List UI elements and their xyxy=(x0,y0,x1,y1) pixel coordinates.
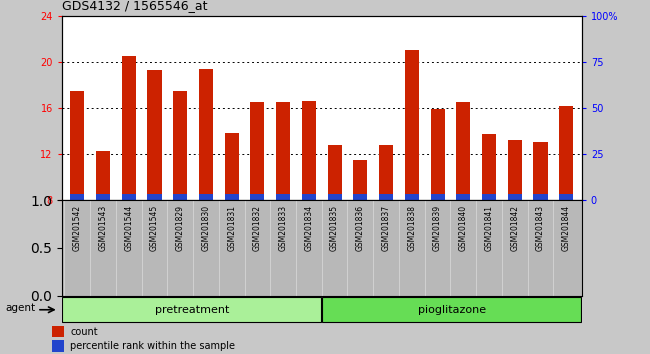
Text: count: count xyxy=(70,327,98,337)
Text: GSM201829: GSM201829 xyxy=(176,205,185,251)
Bar xyxy=(224,194,239,200)
Text: GSM201843: GSM201843 xyxy=(536,205,545,251)
Bar xyxy=(559,105,573,200)
Bar xyxy=(379,194,393,200)
Text: GSM201842: GSM201842 xyxy=(510,205,519,251)
Text: GSM201834: GSM201834 xyxy=(304,205,313,251)
Text: percentile rank within the sample: percentile rank within the sample xyxy=(70,341,235,351)
Text: GSM201543: GSM201543 xyxy=(98,205,107,251)
Text: GDS4132 / 1565546_at: GDS4132 / 1565546_at xyxy=(62,0,207,12)
Bar xyxy=(224,133,239,200)
Text: GSM201542: GSM201542 xyxy=(73,205,82,251)
Bar xyxy=(456,194,471,200)
Text: agent: agent xyxy=(5,303,35,313)
Text: GSM201838: GSM201838 xyxy=(408,205,417,251)
Bar xyxy=(96,194,110,200)
Text: pioglitazone: pioglitazone xyxy=(418,305,486,315)
Text: GSM201830: GSM201830 xyxy=(202,205,211,251)
Bar xyxy=(430,194,445,200)
Text: GSM201544: GSM201544 xyxy=(124,205,133,251)
Text: pretreatment: pretreatment xyxy=(155,305,229,315)
Bar xyxy=(482,194,496,200)
Bar xyxy=(508,194,522,200)
Text: GSM201837: GSM201837 xyxy=(382,205,391,251)
Bar xyxy=(96,150,110,200)
Bar xyxy=(302,194,316,200)
Bar xyxy=(148,70,161,200)
Bar xyxy=(52,340,64,352)
Bar xyxy=(199,194,213,200)
Bar xyxy=(173,194,187,200)
Bar xyxy=(456,102,471,200)
Bar xyxy=(173,91,187,200)
Text: GSM201832: GSM201832 xyxy=(253,205,262,251)
Bar xyxy=(52,326,64,337)
Bar xyxy=(62,297,321,322)
Bar xyxy=(534,194,548,200)
Bar xyxy=(122,56,136,200)
Bar xyxy=(70,194,84,200)
Text: GSM201840: GSM201840 xyxy=(459,205,468,251)
Text: GSM201833: GSM201833 xyxy=(279,205,288,251)
Bar xyxy=(559,194,573,200)
Text: GSM201831: GSM201831 xyxy=(227,205,236,251)
Bar xyxy=(482,135,496,200)
Bar xyxy=(354,194,367,200)
Bar xyxy=(322,297,581,322)
Text: GSM201844: GSM201844 xyxy=(562,205,571,251)
Bar xyxy=(302,101,316,200)
Bar xyxy=(250,194,265,200)
Bar xyxy=(328,145,342,200)
Bar xyxy=(276,194,290,200)
Text: GSM201841: GSM201841 xyxy=(485,205,493,251)
Bar xyxy=(328,194,342,200)
Bar xyxy=(148,194,161,200)
Bar xyxy=(199,69,213,200)
Text: GSM201839: GSM201839 xyxy=(433,205,442,251)
Text: GSM201835: GSM201835 xyxy=(330,205,339,251)
Bar xyxy=(354,160,367,200)
Bar xyxy=(405,194,419,200)
Bar xyxy=(534,142,548,200)
Bar xyxy=(405,50,419,200)
Bar xyxy=(250,102,265,200)
Text: GSM201545: GSM201545 xyxy=(150,205,159,251)
Bar xyxy=(430,109,445,200)
Bar xyxy=(70,91,84,200)
Bar xyxy=(122,194,136,200)
Bar xyxy=(379,145,393,200)
Text: GSM201836: GSM201836 xyxy=(356,205,365,251)
Bar xyxy=(508,140,522,200)
Bar xyxy=(276,102,290,200)
